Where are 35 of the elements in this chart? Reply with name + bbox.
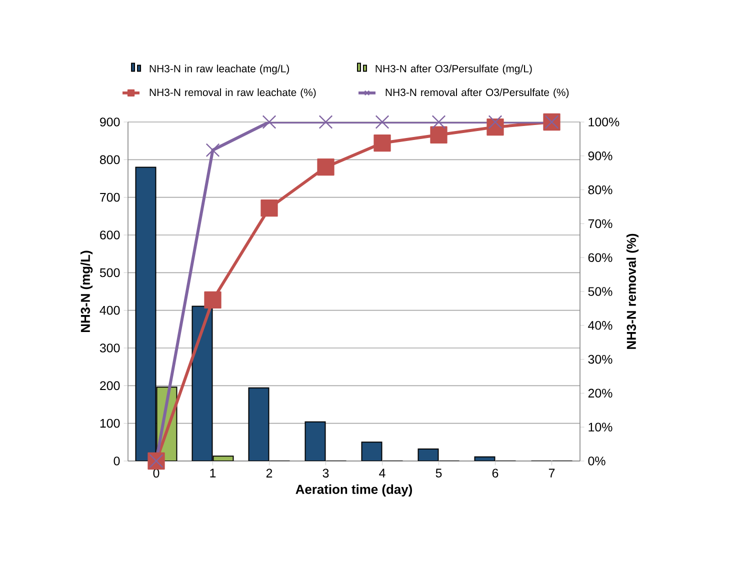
- y2-tick-label: 80%: [588, 185, 612, 194]
- y-tick-label: 500: [100, 268, 120, 278]
- y2-tick-label: 20%: [588, 388, 612, 398]
- x-tick-label: 1: [210, 468, 216, 478]
- y-tick-label: 300: [100, 344, 120, 352]
- x-tick-label: 7: [548, 468, 555, 478]
- y2-tick-label: 10%: [588, 422, 612, 432]
- y-axis-title: NH3-N (mg/L): [80, 250, 93, 332]
- y-tick-label: 100: [100, 418, 120, 428]
- x-tick-label: 6: [492, 468, 498, 478]
- y-tick-label: 800: [100, 155, 120, 164]
- y-tick-label: 200: [100, 381, 120, 390]
- y-tick-label: 0: [114, 456, 120, 466]
- legend-label: NH3-N removal in raw leachate (%): [150, 88, 316, 98]
- x-tick-label: 5: [436, 468, 442, 478]
- y2-axis-title: NH3-N removal (%): [626, 234, 639, 349]
- y-tick-label: 600: [100, 230, 120, 240]
- x-tick-label: 2: [266, 468, 272, 478]
- y2-tick-label: 40%: [588, 320, 612, 330]
- y2-tick-label: 50%: [588, 287, 612, 296]
- y2-tick-label: 90%: [588, 151, 612, 160]
- legend-label: NH3-N after O3/Persulfate (mg/L): [376, 64, 532, 74]
- y2-tick-label: 100%: [588, 118, 620, 126]
- x-tick-label: 4: [379, 468, 386, 478]
- legend-label: NH3-N removal after O3/Persulfate (%): [386, 88, 569, 98]
- y2-tick-label: 0%: [588, 456, 606, 466]
- x-axis-title: Aeration time (day): [296, 484, 412, 496]
- y-tick-label: 400: [100, 306, 120, 315]
- y2-tick-label: 60%: [588, 253, 612, 262]
- y2-tick-label: 70%: [588, 219, 612, 228]
- x-tick-label: 3: [322, 468, 329, 478]
- y-tick-label: 900: [100, 118, 120, 126]
- y-tick-label: 700: [100, 192, 120, 202]
- y2-tick-label: 30%: [588, 354, 612, 364]
- legend-label: NH3-N in raw leachate (mg/L): [150, 64, 290, 74]
